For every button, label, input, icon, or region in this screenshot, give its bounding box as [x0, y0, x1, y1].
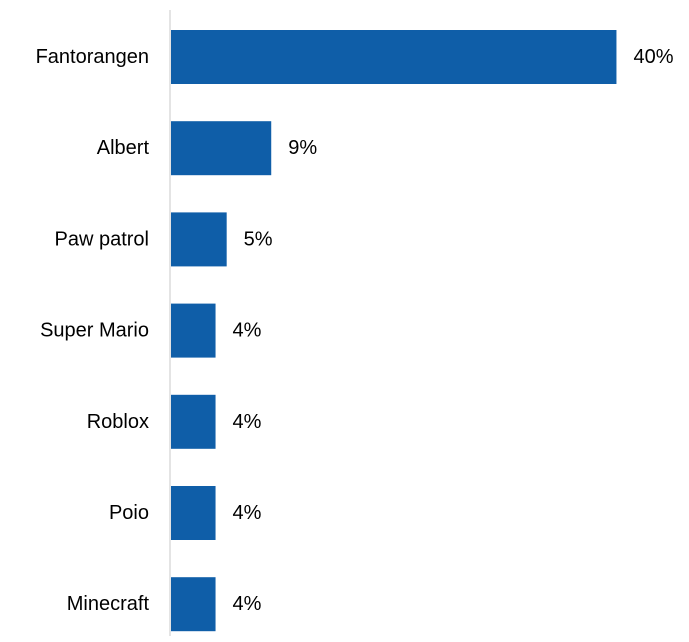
bar-6 — [171, 577, 216, 632]
value-label: 4% — [233, 593, 262, 615]
bar-1 — [171, 121, 272, 176]
category-label: Albert — [97, 137, 150, 159]
category-label: Roblox — [87, 411, 149, 433]
bar-5 — [171, 486, 216, 540]
category-label: Paw patrol — [55, 228, 150, 250]
value-label: 4% — [233, 502, 262, 524]
value-label: 40% — [633, 46, 673, 68]
bar-0 — [171, 30, 617, 84]
bar-3 — [171, 303, 216, 358]
category-label: Poio — [109, 502, 149, 524]
value-label: 4% — [233, 320, 262, 342]
value-label: 5% — [244, 228, 273, 250]
bar-2 — [171, 212, 227, 267]
bar-4 — [171, 394, 216, 449]
category-label: Super Mario — [40, 320, 149, 342]
value-label: 4% — [233, 411, 262, 433]
category-label: Minecraft — [67, 593, 150, 615]
value-label: 9% — [288, 137, 317, 159]
category-label: Fantorangen — [36, 46, 149, 68]
